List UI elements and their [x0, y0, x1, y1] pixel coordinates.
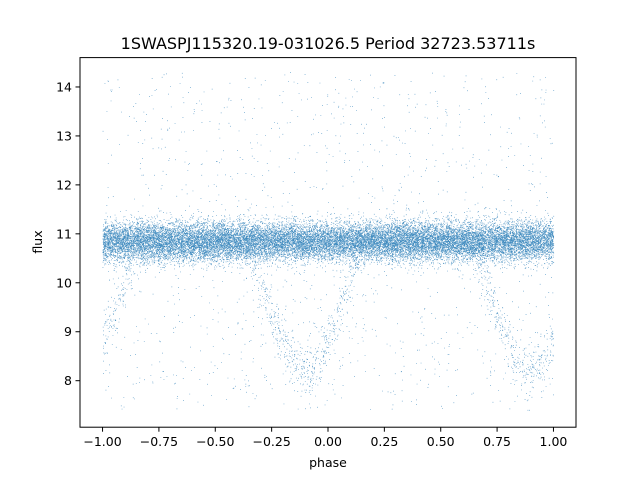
- x-tick-label: 0.75: [483, 434, 511, 449]
- y-tick-label: 14: [56, 79, 72, 94]
- x-tick-label: 0.50: [427, 434, 455, 449]
- y-tick-label: 8: [64, 373, 72, 388]
- x-axis: −1.00 −0.75 −0.50 −0.25 0.00 0.25 0.50 0.75 1.00: [83, 427, 567, 449]
- x-tick-label: 1.00: [540, 434, 568, 449]
- x-tick-label: −0.75: [140, 434, 178, 449]
- y-tick-label: 12: [56, 177, 72, 192]
- y-tick-label: 9: [64, 324, 72, 339]
- x-tick-label: 0.00: [314, 434, 342, 449]
- data-points: [102, 72, 555, 411]
- y-tick-label: 11: [56, 226, 72, 241]
- x-tick-label: −1.00: [83, 434, 121, 449]
- chart-title: 1SWASPJ115320.19-031026.5 Period 32723.5…: [121, 34, 536, 53]
- x-tick-label: −0.25: [252, 434, 290, 449]
- y-tick-label: 13: [56, 128, 72, 143]
- scatter-points: [102, 72, 555, 411]
- x-axis-label: phase: [309, 455, 347, 470]
- y-axis: 8 9 10 11 12 13 14: [56, 79, 80, 388]
- y-tick-label: 10: [56, 275, 72, 290]
- x-tick-label: 0.25: [370, 434, 398, 449]
- y-axis-label: flux: [30, 230, 45, 253]
- x-tick-label: −0.50: [196, 434, 234, 449]
